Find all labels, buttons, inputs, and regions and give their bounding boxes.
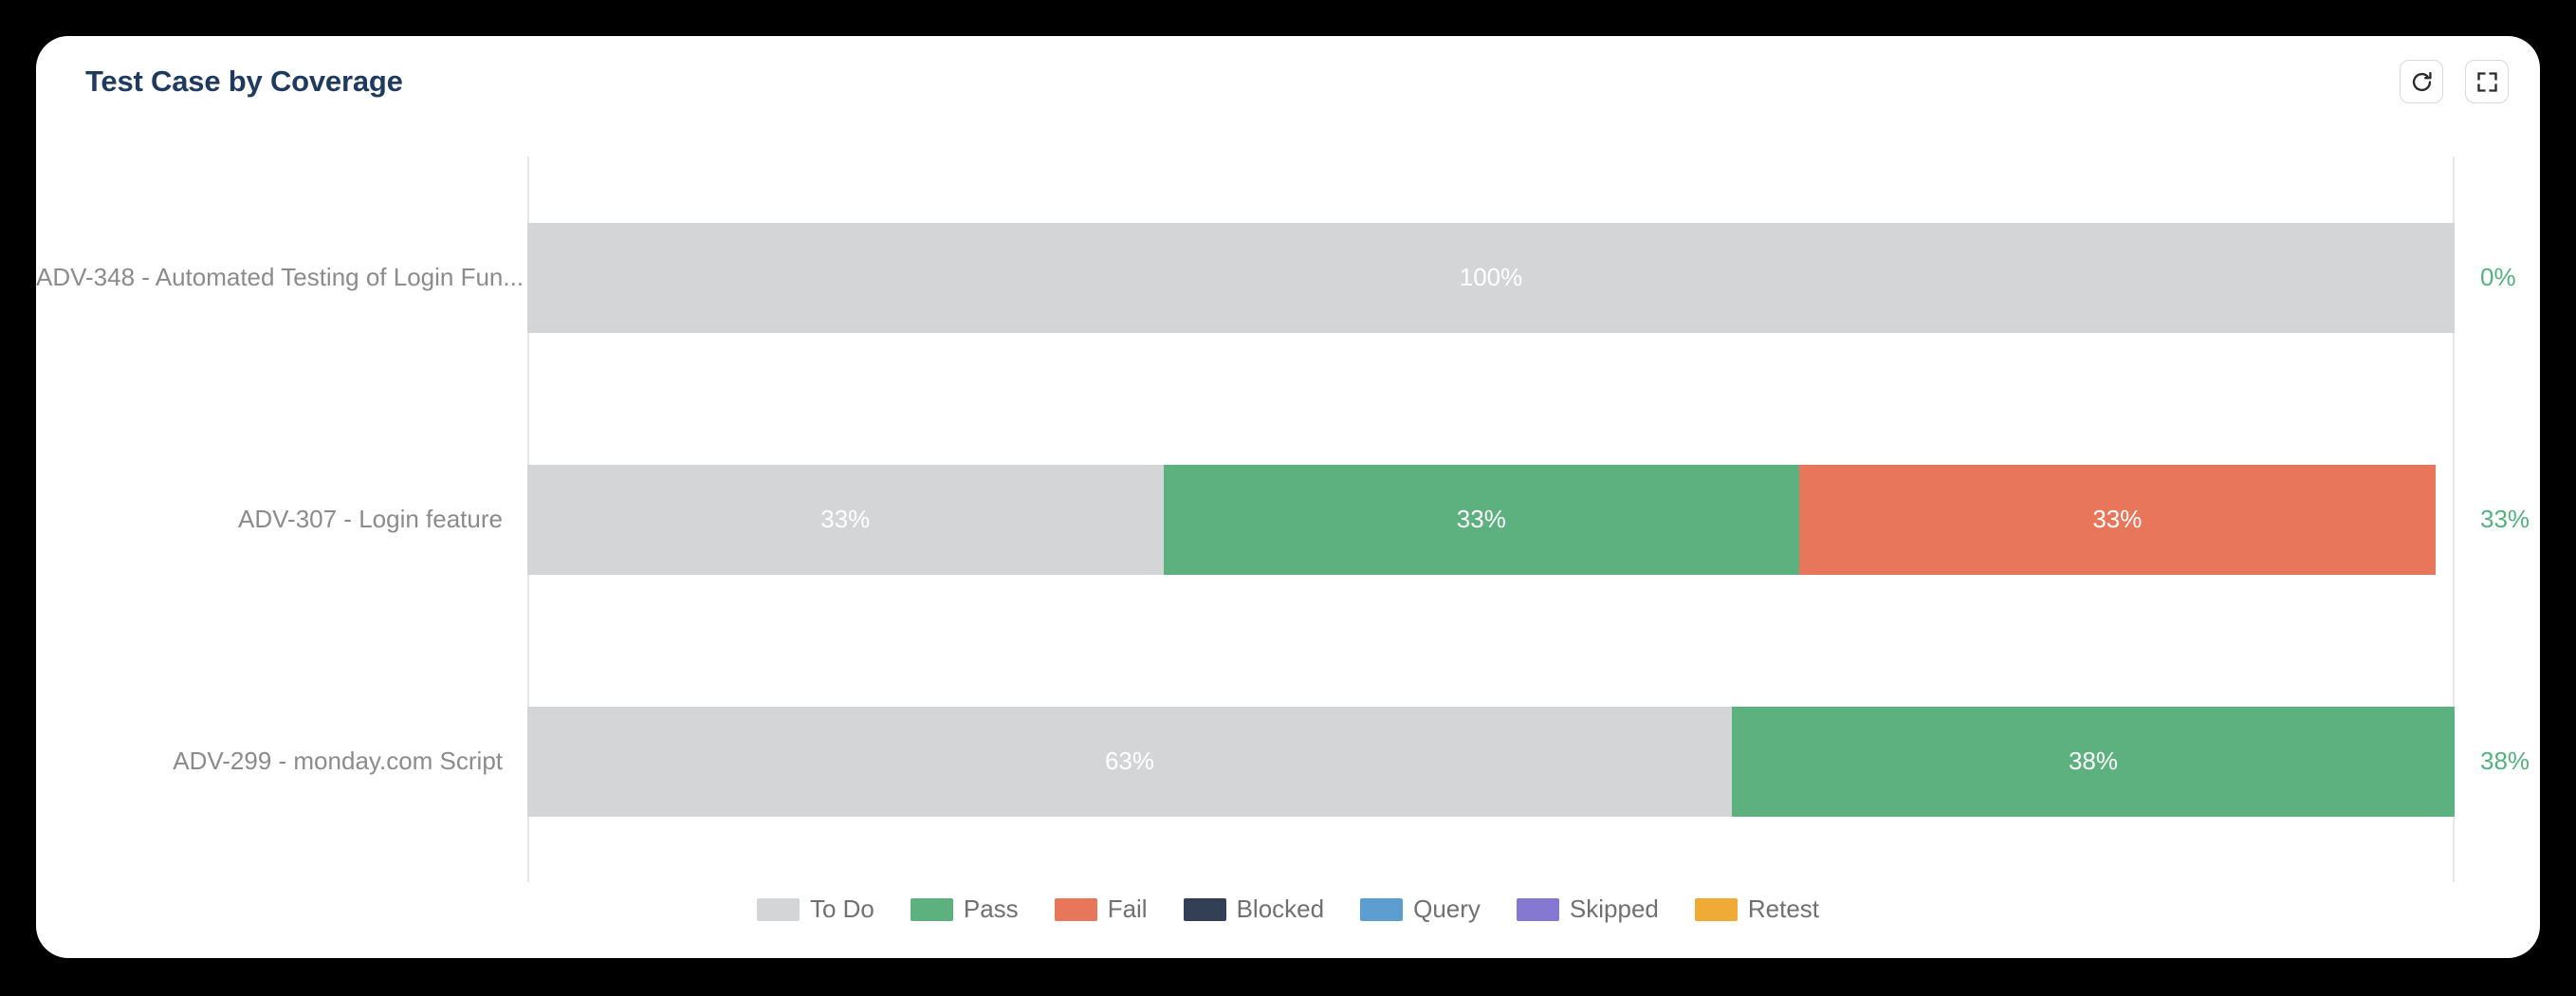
chart-legend: To Do Pass Fail Blocked Query Skipped Retest <box>36 895 2540 924</box>
bar-segment-fail[interactable]: 33% <box>1799 464 2436 575</box>
legend-swatch <box>1516 897 1559 921</box>
card-toolbar <box>2400 60 2509 103</box>
refresh-button[interactable] <box>2400 60 2443 103</box>
legend-swatch <box>1694 897 1738 921</box>
bar-segment-pass[interactable]: 38% <box>1732 706 2455 817</box>
chart-rows: ADV-348 - Automated Testing of Login Fun… <box>36 157 2540 882</box>
legend-item-fail[interactable]: Fail <box>1054 895 1148 924</box>
chart-row: ADV-307 - Login feature 33% 33% 33% 33% <box>36 398 2540 640</box>
bar-segment-to-do[interactable]: 33% <box>527 464 1164 575</box>
legend-label: Pass <box>963 895 1019 923</box>
segment-value-label: 100% <box>1459 263 1523 291</box>
legend-swatch <box>1183 897 1226 921</box>
legend-swatch <box>1360 897 1404 921</box>
legend-label: To Do <box>809 895 874 923</box>
segment-value-label: 63% <box>1104 747 1155 775</box>
legend-swatch <box>910 897 953 921</box>
chart-row: ADV-348 - Automated Testing of Login Fun… <box>36 157 2540 398</box>
card-title: Test Case by Coverage <box>85 65 403 98</box>
bar-cell: 100% <box>527 222 2455 333</box>
legend-label: Retest <box>1747 895 1820 923</box>
bar-segment-to-do[interactable]: 63% <box>527 706 1732 817</box>
bar-cell: 63% 38% <box>527 706 2455 817</box>
coverage-percent-label: 0% <box>2480 263 2516 291</box>
legend-swatch <box>1054 897 1097 921</box>
plot-right-border <box>2453 157 2455 882</box>
segment-value-label: 33% <box>2092 505 2143 533</box>
segment-value-label: 38% <box>2068 747 2119 775</box>
legend-item-retest[interactable]: Retest <box>1694 895 1820 924</box>
segment-value-label: 33% <box>1456 505 1506 533</box>
coverage-percent-label: 38% <box>2480 747 2530 775</box>
legend-label: Query <box>1413 895 1481 923</box>
legend-item-blocked[interactable]: Blocked <box>1183 895 1325 924</box>
legend-label: Skipped <box>1569 895 1659 923</box>
chart-row: ADV-299 - monday.com Script 63% 38% 38% <box>36 640 2540 882</box>
bar-segment-to-do[interactable]: 100% <box>527 222 2455 333</box>
bar-cell: 33% 33% 33% <box>527 464 2455 575</box>
legend-item-to-do[interactable]: To Do <box>756 895 874 924</box>
fullscreen-button[interactable] <box>2465 60 2509 103</box>
bar-segment-pass[interactable]: 33% <box>1163 464 1800 575</box>
category-label: ADV-299 - monday.com Script <box>173 747 503 775</box>
refresh-icon <box>2409 69 2435 95</box>
stacked-bar: 100% <box>527 222 2455 333</box>
category-label: ADV-307 - Login feature <box>238 505 503 533</box>
category-label: ADV-348 - Automated Testing of Login Fun… <box>36 263 524 291</box>
legend-item-pass[interactable]: Pass <box>910 895 1019 924</box>
chart-card: Test Case by Coverage ADV-348 - Automate… <box>36 36 2540 958</box>
legend-item-skipped[interactable]: Skipped <box>1516 895 1659 924</box>
legend-label: Fail <box>1107 895 1148 923</box>
fullscreen-icon <box>2475 69 2500 95</box>
legend-swatch <box>756 897 800 921</box>
segment-value-label: 33% <box>820 505 871 533</box>
coverage-percent-label: 33% <box>2480 505 2530 533</box>
legend-label: Blocked <box>1236 895 1325 923</box>
legend-item-query[interactable]: Query <box>1360 895 1481 924</box>
stacked-bar: 63% 38% <box>527 706 2455 817</box>
stacked-bar: 33% 33% 33% <box>527 464 2455 575</box>
